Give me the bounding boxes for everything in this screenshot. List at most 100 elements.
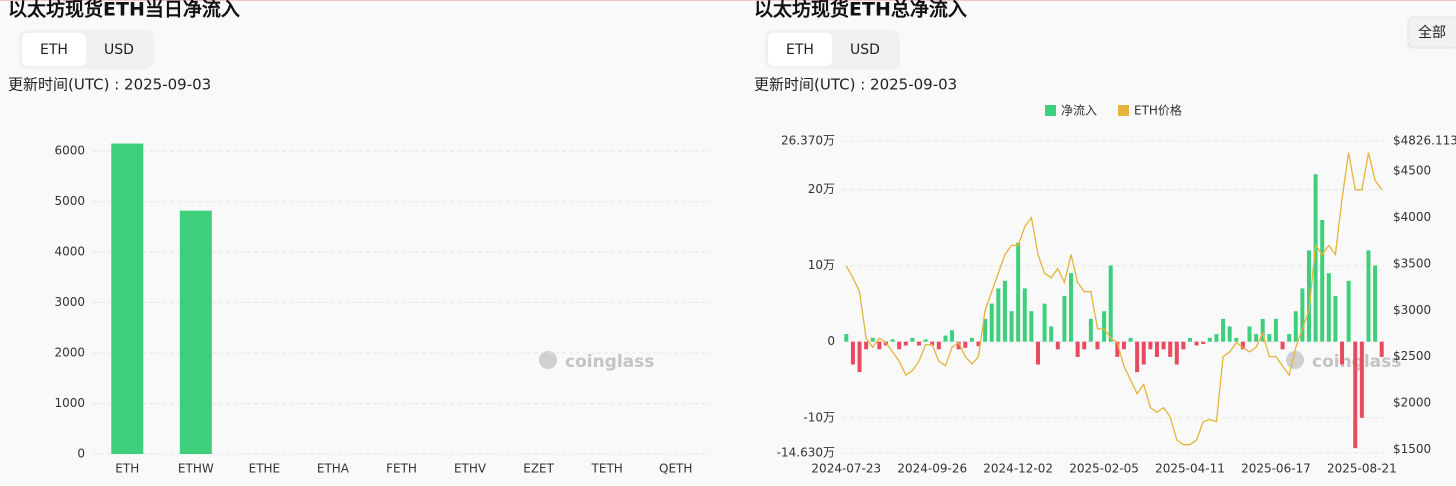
update-time: 更新时间(UTC) : 2025-09-03 (8, 76, 211, 94)
bar (1016, 242, 1021, 342)
y2-tick-label: $3500 (1393, 256, 1431, 270)
bar (1300, 288, 1305, 342)
bar (1293, 311, 1298, 342)
bar (956, 341, 961, 350)
bar (1353, 341, 1358, 449)
bar (1042, 303, 1047, 342)
bar (1069, 273, 1074, 342)
y-tick-label: 10万 (808, 258, 835, 272)
bar (1221, 318, 1226, 342)
bar (1075, 341, 1080, 357)
bar (1009, 311, 1014, 342)
range-button[interactable] (1407, 16, 1456, 49)
bar (1254, 334, 1259, 342)
price-line (845, 152, 1383, 446)
y-tick-label: 20万 (808, 182, 835, 196)
bar (1273, 318, 1278, 342)
tab[interactable]: USD (104, 42, 134, 58)
y-tick-label: 3000 (54, 295, 85, 309)
bar (890, 339, 895, 342)
bar (864, 341, 869, 350)
bar (1333, 296, 1338, 342)
range-button-label[interactable]: 全部 (1418, 24, 1446, 41)
y-tick-label: 0 (77, 447, 85, 461)
bar (1287, 334, 1292, 342)
y-tick-label: 0 (827, 334, 835, 348)
bar (910, 337, 915, 342)
y2-tick-label: $2500 (1393, 349, 1431, 363)
bar (1049, 326, 1054, 342)
bar (1188, 337, 1193, 342)
watermark-icon (1286, 351, 1304, 369)
x-tick-label: QETH (659, 462, 692, 476)
legend-swatch (1045, 105, 1056, 116)
x-tick-label: ETHA (317, 462, 350, 476)
bar (1247, 326, 1252, 342)
bar (1108, 265, 1113, 342)
tab-active[interactable] (22, 33, 86, 66)
bar (1379, 341, 1384, 357)
bar (1201, 341, 1206, 344)
bar (1373, 265, 1378, 342)
y-tick-label: 5000 (54, 194, 85, 208)
y-tick-label: 1000 (54, 396, 85, 410)
bar (989, 303, 994, 342)
x-tick-label: ETH (115, 462, 139, 476)
x-tick-label: FETH (386, 462, 417, 476)
bar (1359, 341, 1364, 418)
x-tick-label: 2025-04-11 (1155, 462, 1225, 476)
y-tick-label: 2000 (54, 346, 85, 360)
bar (1055, 341, 1060, 350)
bar (1267, 334, 1272, 342)
y-tick-label: 4000 (54, 245, 85, 259)
bar (1168, 341, 1173, 357)
bar (1121, 341, 1126, 350)
bar (930, 341, 935, 346)
bar (1313, 174, 1318, 342)
bar (1214, 334, 1219, 342)
y2-tick-label: $2000 (1393, 395, 1431, 409)
bar (1022, 288, 1027, 342)
bar (1320, 219, 1325, 342)
y-tick-label: -14.630万 (777, 446, 835, 460)
tab[interactable]: ETH (786, 42, 814, 58)
bar (1154, 341, 1159, 357)
y-tick-label: 26.370万 (781, 134, 835, 148)
bar (1095, 341, 1100, 350)
bar (1366, 250, 1371, 342)
bar (1340, 341, 1345, 365)
watermark: coinglass (565, 352, 654, 372)
bar (1174, 341, 1179, 365)
tab[interactable]: USD (850, 42, 880, 58)
y2-tick-label: $1500 (1393, 442, 1431, 456)
bar (950, 330, 955, 342)
legend-label: ETH价格 (1134, 103, 1182, 118)
chart-title: 以太坊现货ETH当日净流入 (8, 0, 240, 21)
tab[interactable]: ETH (40, 42, 68, 58)
bar (1082, 341, 1087, 350)
bar (1240, 341, 1245, 350)
bar (1115, 341, 1120, 357)
y2-tick-label: $4500 (1393, 164, 1431, 178)
bar (996, 288, 1001, 342)
bar (1002, 280, 1007, 342)
top-border (0, 0, 1456, 1)
bar (850, 341, 855, 365)
bar (111, 143, 144, 454)
x-tick-label: 2025-06-17 (1241, 462, 1311, 476)
y2-tick-label: $4826.113 (1393, 134, 1456, 148)
x-tick-label: ETHW (178, 462, 214, 476)
bar (1207, 337, 1212, 342)
bar (943, 335, 948, 342)
bar (903, 341, 908, 346)
legend-label: 净流入 (1061, 104, 1097, 118)
bar (1194, 341, 1199, 346)
bar (1141, 341, 1146, 365)
x-tick-label: 2024-07-23 (811, 462, 881, 476)
bar (844, 334, 849, 342)
bar (1181, 341, 1186, 350)
bar (1035, 341, 1040, 365)
bar (923, 339, 928, 342)
tab-active[interactable] (768, 33, 832, 66)
